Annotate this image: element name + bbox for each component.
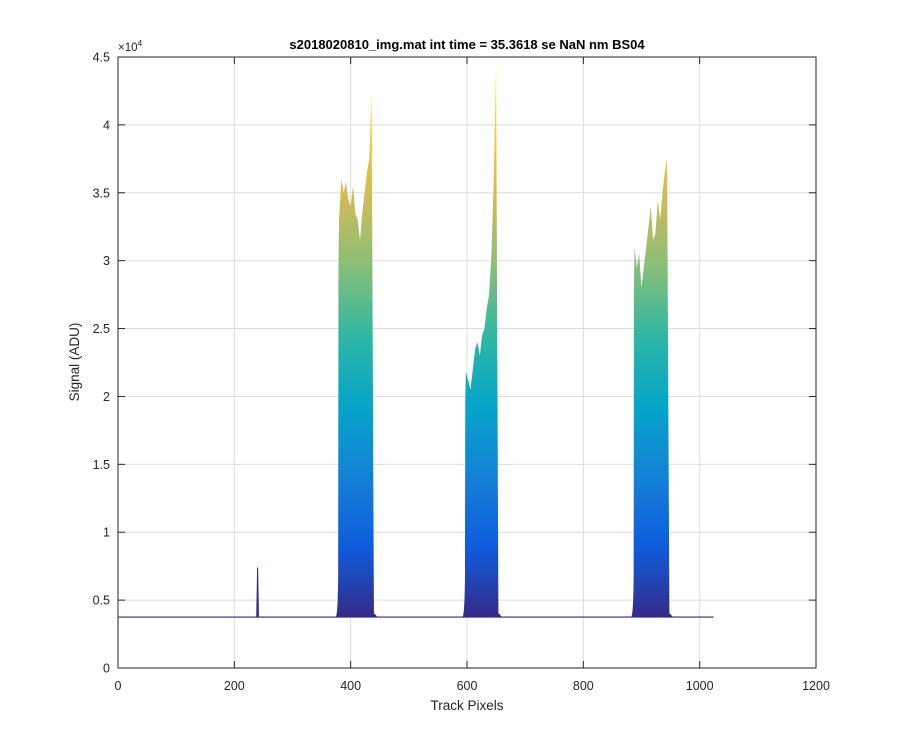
x-tick-label: 1000 [686, 679, 714, 693]
y-axis-exponent: ×104 [118, 38, 143, 54]
x-tick-label: 200 [224, 679, 245, 693]
x-tick-label: 0 [115, 679, 122, 693]
y-tick-label: 0.5 [93, 594, 110, 608]
ticks [117, 56, 817, 669]
spike-mark [256, 567, 259, 618]
x-tick-label: 1200 [802, 679, 830, 693]
x-axis-label: Track Pixels [430, 698, 503, 713]
y-tick-label: 4.5 [93, 51, 110, 65]
peak-band-1 [335, 93, 379, 618]
peak-band-2 [462, 63, 504, 618]
y-tick-labels: 0 0.5 1 1.5 2 2.5 3 3.5 4 4.5 [93, 51, 110, 676]
x-tick-label: 600 [457, 679, 478, 693]
y-tick-label: 2 [103, 390, 110, 404]
x-tick-label: 800 [573, 679, 594, 693]
chart-title: s2018020810_img.mat int time = 35.3618 s… [289, 37, 645, 52]
y-axis-label: Signal (ADU) [67, 323, 82, 402]
y-tick-label: 1.5 [93, 458, 110, 472]
x-tick-label: 400 [340, 679, 361, 693]
x-tick-labels: 0 200 400 600 800 1000 1200 [115, 679, 830, 693]
peak-band-3 [631, 158, 675, 618]
y-tick-label: 4 [103, 118, 110, 132]
y-tick-label: 3 [103, 254, 110, 268]
y-tick-label: 3.5 [93, 186, 110, 200]
data-layer [118, 63, 714, 618]
y-tick-label: 0 [103, 662, 110, 676]
y-tick-label: 1 [103, 526, 110, 540]
y-tick-label: 2.5 [93, 322, 110, 336]
